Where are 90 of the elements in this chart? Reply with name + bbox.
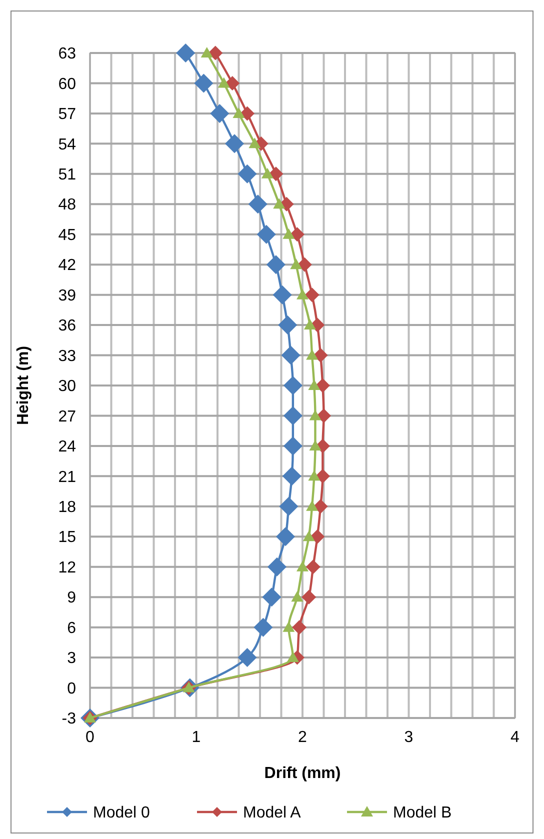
point <box>176 44 196 62</box>
point <box>304 319 316 330</box>
point <box>266 255 286 274</box>
point <box>310 529 325 544</box>
point <box>283 436 302 456</box>
point <box>316 408 331 423</box>
point <box>291 591 304 602</box>
x-tick-label: 2 <box>298 729 308 746</box>
y-tick-label: 48 <box>58 196 76 214</box>
legend-label: Model B <box>393 804 452 822</box>
y-tick-label: 60 <box>58 76 76 93</box>
y-tick-label: 54 <box>58 136 76 154</box>
y-tick-label: 0 <box>67 680 76 698</box>
point <box>302 590 316 604</box>
point <box>315 468 330 484</box>
point <box>313 499 328 514</box>
x-axis-title: Drift (mm) <box>264 765 341 782</box>
point <box>279 496 298 516</box>
point <box>302 530 315 542</box>
point <box>308 380 320 390</box>
point <box>268 557 286 576</box>
y-tick-label: 42 <box>58 257 76 274</box>
point <box>296 288 308 300</box>
y-tick-label: -3 <box>62 710 76 728</box>
y-tick-label: 39 <box>58 287 76 304</box>
y-tick-label: 36 <box>58 318 76 335</box>
point <box>218 77 230 88</box>
y-tick-label: 15 <box>58 529 76 546</box>
point <box>225 76 240 90</box>
y-tick-label: 63 <box>58 46 76 63</box>
point <box>256 224 276 244</box>
x-tick-label: 3 <box>404 729 414 746</box>
point <box>296 560 308 572</box>
point <box>283 406 302 426</box>
point <box>194 74 214 93</box>
point <box>306 500 318 511</box>
point <box>238 164 257 184</box>
point <box>304 288 320 302</box>
point <box>308 470 320 481</box>
y-tick-label: 18 <box>58 499 76 516</box>
point <box>282 621 295 632</box>
y-tick-label: 24 <box>58 438 76 456</box>
y-tick-label: 27 <box>58 408 76 426</box>
point <box>282 466 302 486</box>
y-tick-label: 3 <box>67 650 76 668</box>
point <box>286 652 299 662</box>
point <box>273 198 286 209</box>
point <box>240 106 254 121</box>
y-tick-label: 21 <box>58 468 76 486</box>
point <box>254 618 273 637</box>
legend-label: Model 0 <box>93 804 150 822</box>
point <box>282 228 295 239</box>
point <box>281 346 300 365</box>
point <box>315 378 330 393</box>
point <box>278 316 298 335</box>
y-tick-label: 57 <box>58 106 76 124</box>
point <box>283 376 302 395</box>
point <box>292 620 307 635</box>
point <box>262 588 282 607</box>
x-tick-label: 4 <box>510 729 520 746</box>
point <box>276 527 295 546</box>
y-tick-label: 12 <box>58 559 76 576</box>
point <box>238 648 257 668</box>
point <box>290 258 302 270</box>
point <box>313 348 328 363</box>
point <box>306 560 320 574</box>
point <box>306 349 318 360</box>
legend-label: Model A <box>243 804 302 822</box>
x-tick-label: 1 <box>192 729 201 746</box>
point <box>309 410 322 420</box>
point <box>268 166 284 182</box>
point <box>208 46 223 60</box>
point <box>272 285 292 304</box>
point <box>232 107 245 118</box>
point <box>248 194 268 214</box>
y-tick-label: 6 <box>67 620 76 637</box>
y-tick-label: 33 <box>58 348 76 365</box>
y-tick-label: 30 <box>58 378 76 396</box>
point <box>210 104 230 123</box>
point <box>225 134 244 154</box>
y-axis-title: Height (m) <box>15 346 32 426</box>
y-tick-label: 9 <box>67 590 76 607</box>
y-tick-label: 45 <box>58 226 76 244</box>
point <box>290 227 304 242</box>
point <box>297 257 312 272</box>
x-tick-label: 0 <box>86 729 95 746</box>
point <box>261 168 274 178</box>
point <box>200 47 213 58</box>
y-tick-label: 51 <box>58 166 76 184</box>
point <box>248 138 261 148</box>
